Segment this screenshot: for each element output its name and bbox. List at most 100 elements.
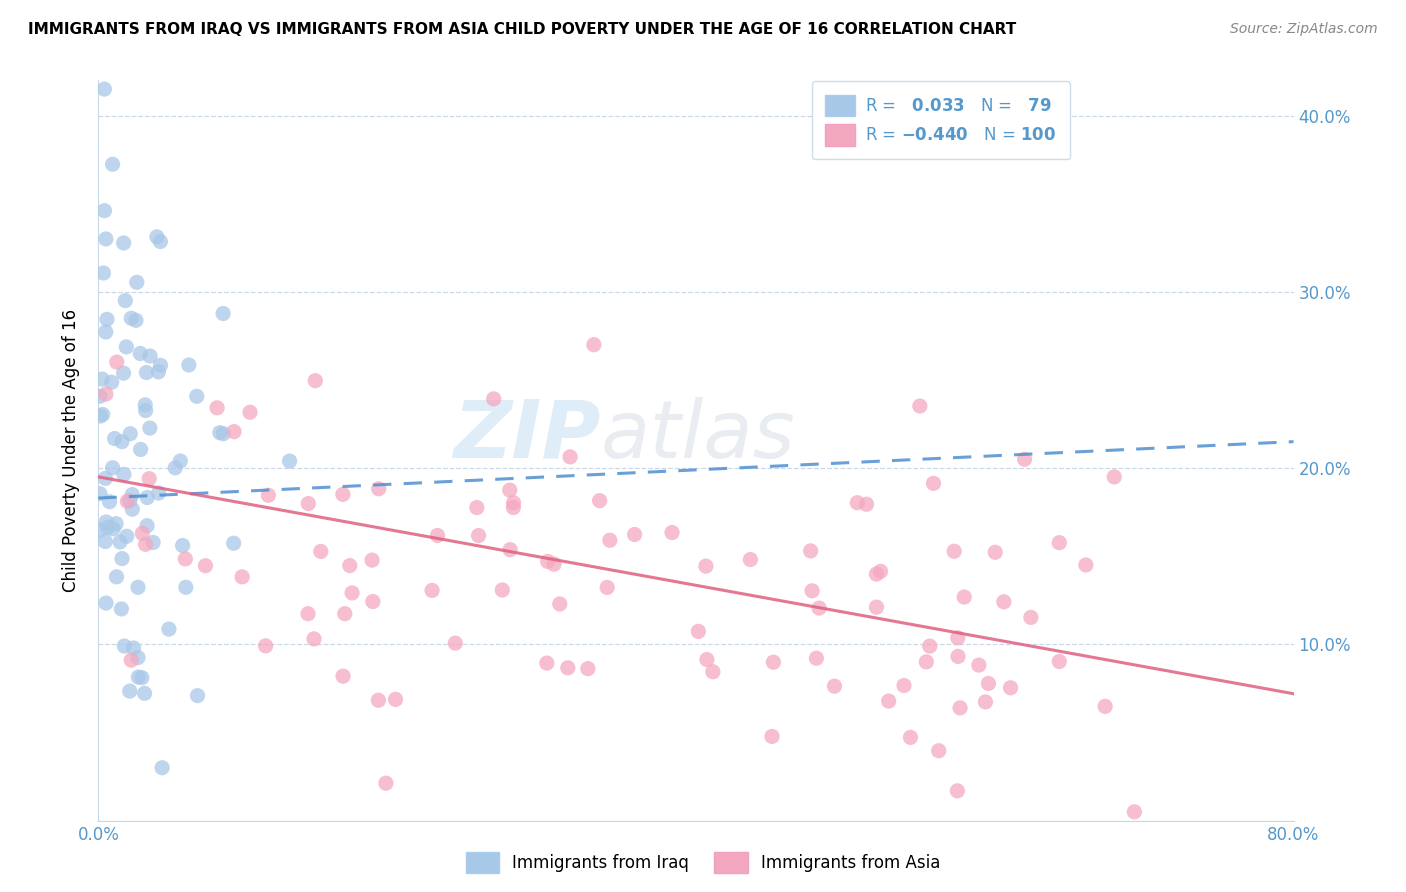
Point [297,607,319,621]
Point [174,552,197,566]
Point [94,596,117,610]
Point [136,491,159,505]
Point [588,493,610,508]
Point [1123,805,1146,819]
Point [1074,558,1097,572]
Point [93,82,115,96]
Point [576,662,599,676]
Point [105,355,128,369]
Point [384,692,406,706]
Point [212,426,235,441]
Point [557,661,579,675]
Point [125,313,148,327]
Point [661,525,683,540]
Point [536,656,558,670]
Point [139,349,162,363]
Point [139,421,162,435]
Point [120,653,142,667]
Point [111,551,134,566]
Point [120,311,142,326]
Point [278,454,301,468]
Point [101,522,124,536]
Point [239,405,262,419]
Point [1019,610,1042,624]
Point [846,496,869,510]
Point [94,325,117,339]
Point [467,528,489,542]
Point [340,586,363,600]
Point [150,761,173,775]
Point [177,358,200,372]
Point [869,565,891,579]
Point [977,676,1000,690]
Point [993,595,1015,609]
Point [112,639,135,653]
Point [695,559,717,574]
Point [148,365,170,379]
Point [361,553,384,567]
Point [112,366,135,380]
Point [1014,452,1036,467]
Point [257,488,280,502]
Point [115,529,138,543]
Point [165,460,187,475]
Point [865,567,887,582]
Point [1047,655,1070,669]
Point [131,526,153,541]
Point [174,580,197,594]
Point [127,670,149,684]
Point [96,312,118,326]
Point [135,366,157,380]
Legend: Immigrants from Iraq, Immigrants from Asia: Immigrants from Iraq, Immigrants from As… [458,846,948,880]
Point [332,487,354,501]
Point [222,425,245,439]
Point [135,403,157,417]
Point [105,516,128,531]
Point [696,652,718,666]
Text: ZIP: ZIP [453,397,600,475]
Point [127,580,149,594]
Point [426,528,449,542]
Point [93,266,115,280]
Point [420,583,443,598]
Point [129,442,152,457]
Point [115,340,138,354]
Point [89,409,111,423]
Point [893,679,915,693]
Point [762,655,785,669]
Point [922,476,945,491]
Point [823,679,845,693]
Point [104,432,127,446]
Point [231,570,253,584]
Point [94,232,117,246]
Point [94,534,117,549]
Point [89,524,111,538]
Point [97,520,120,534]
Point [596,581,619,595]
Point [367,482,389,496]
Point [808,601,831,615]
Point [333,607,356,621]
Point [800,544,823,558]
Point [928,744,950,758]
Point [222,536,245,550]
Point [120,426,142,441]
Point [949,701,972,715]
Point [444,636,467,650]
Point [1047,535,1070,549]
Point [740,552,762,566]
Point [297,497,319,511]
Point [91,408,114,422]
Point [129,346,152,360]
Point [374,776,396,790]
Point [101,157,124,171]
Point [801,583,824,598]
Point [112,235,135,250]
Point [212,306,235,320]
Point [135,537,157,551]
Point [548,597,571,611]
Point [915,655,938,669]
Point [502,500,524,515]
Point [946,784,969,798]
Point [172,539,194,553]
